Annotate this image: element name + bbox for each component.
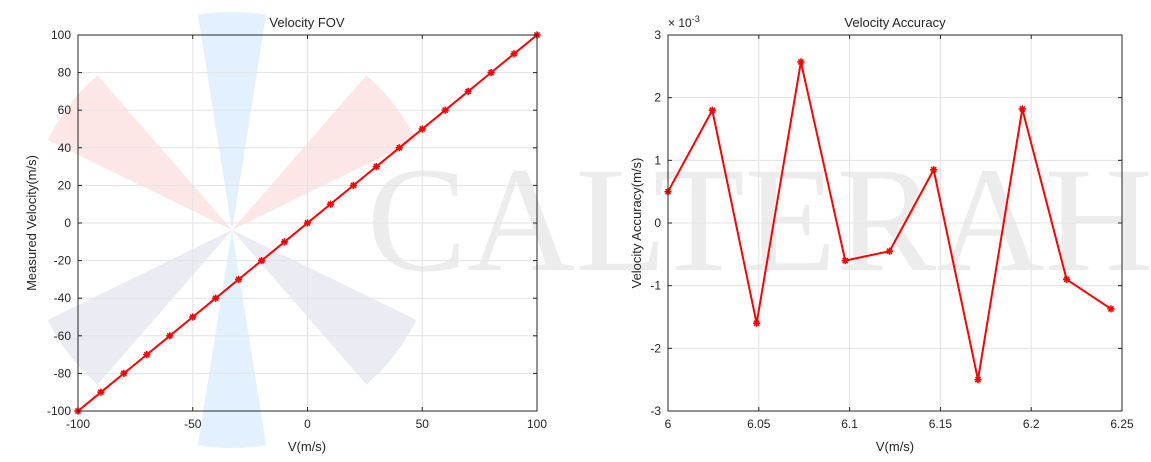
y-tick-label: 0 (64, 216, 71, 230)
data-point (212, 294, 220, 302)
data-point (753, 319, 761, 327)
fan-wedge-5 (232, 230, 417, 385)
x-tick-label: 6.15 (929, 417, 953, 431)
data-point (841, 257, 849, 265)
x-tick-label: -100 (66, 417, 90, 431)
series-velocity-accuracy (664, 58, 1115, 384)
y-tick-label: -2 (650, 341, 661, 355)
x-axis-label: V(m/s) (288, 439, 326, 454)
y-tick-label: -3 (650, 404, 661, 418)
y-tick-label: -40 (54, 291, 72, 305)
y-tick-label: -100 (47, 404, 71, 418)
ticks-velocity-fov: -100 -50 0 50 100 100 80 60 40 20 0 -20 -40 -60 -80 -10… (47, 28, 547, 431)
fan-wedge-3 (232, 75, 417, 230)
y-tick-label: 40 (58, 141, 72, 155)
data-point (441, 106, 449, 114)
y-tick-label: 1 (654, 153, 661, 167)
y-axis-exponent-base: × 10 (668, 16, 692, 30)
y-axis-exponent: × 10-3 (668, 14, 700, 30)
y-tick-label: -20 (54, 254, 72, 268)
data-point (1107, 305, 1115, 313)
y-tick-label: -80 (54, 366, 72, 380)
x-tick-label: 6.25 (1110, 417, 1134, 431)
data-point (97, 388, 105, 396)
data-point (510, 50, 518, 58)
data-point (708, 106, 716, 114)
data-point (372, 163, 380, 171)
data-point (143, 351, 151, 359)
x-tick-label: 6 (665, 417, 672, 431)
data-point (349, 181, 357, 189)
y-tick-label: 3 (654, 28, 661, 42)
data-point (418, 125, 426, 133)
x-tick-label: 100 (527, 417, 547, 431)
chart-title: Velocity Accuracy (844, 15, 946, 30)
x-tick-label: 6.2 (1023, 417, 1040, 431)
x-tick-label: 0 (304, 417, 311, 431)
y-tick-label: 20 (58, 178, 72, 192)
x-tick-label: 50 (416, 417, 430, 431)
data-point (930, 166, 938, 174)
data-point (280, 238, 289, 246)
chart-velocity-accuracy: 6 6.05 6.1 6.15 6.2 6.25 3 2 1 0 -1 -2 -3 Velocity A… (629, 14, 1134, 454)
data-point (235, 275, 243, 283)
data-point (189, 313, 197, 321)
data-point (464, 87, 472, 95)
x-tick-label: -50 (184, 417, 202, 431)
data-point (326, 200, 335, 208)
chart-velocity-fov: -100 -50 0 50 100 100 80 60 40 20 0 -20 -40 -60 -80 -10… (24, 15, 547, 454)
data-point (1018, 105, 1026, 113)
y-tick-label: 2 (654, 91, 661, 105)
data-point (258, 257, 266, 265)
y-axis-exponent-power: -3 (692, 14, 700, 24)
fan-wedge-2 (47, 75, 232, 230)
x-axis-label: V(m/s) (876, 439, 914, 454)
x-tick-label: 6.1 (841, 417, 858, 431)
data-point (974, 376, 982, 384)
data-point (120, 369, 128, 377)
y-tick-label: 0 (654, 216, 661, 230)
y-tick-label: 100 (51, 28, 71, 42)
data-point (303, 219, 312, 227)
data-point (885, 247, 894, 255)
data-point (166, 332, 174, 340)
y-tick-label: 60 (58, 103, 72, 117)
data-point (797, 58, 805, 66)
data-point (395, 144, 403, 152)
x-tick-label: 6.05 (747, 417, 771, 431)
y-axis-label: Velocity Accuracy(m/s) (629, 158, 644, 289)
fan-wedge-1 (197, 230, 267, 448)
fov-fan-decoration (47, 11, 417, 448)
y-tick-label: 80 (58, 66, 72, 80)
y-tick-label: -60 (54, 329, 72, 343)
fan-wedge-4 (47, 230, 232, 385)
data-point (487, 69, 495, 77)
data-point (1063, 275, 1071, 283)
ticks-velocity-accuracy: 6 6.05 6.1 6.15 6.2 6.25 3 2 1 0 -1 -2 -3 (650, 28, 1134, 431)
y-axis-label: Measured Velocity(m/s) (24, 155, 39, 291)
fan-wedge-0 (197, 11, 267, 230)
chart-title: Velocity FOV (269, 15, 344, 30)
y-tick-label: -1 (650, 279, 661, 293)
